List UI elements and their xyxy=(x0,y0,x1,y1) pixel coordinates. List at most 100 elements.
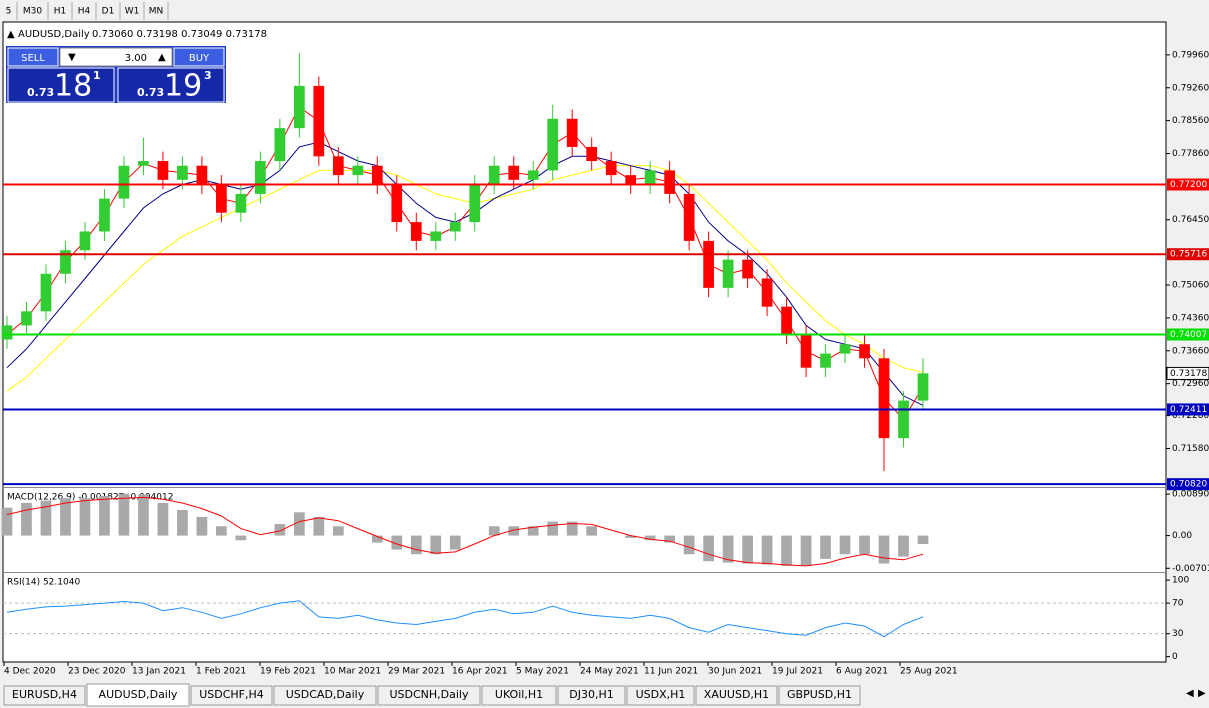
tab[interactable] xyxy=(377,685,481,706)
lots: 3.00 xyxy=(125,53,147,64)
y-tick-label: 0.79260 xyxy=(1172,83,1209,93)
ma-slow xyxy=(6,165,924,392)
macd-signal xyxy=(6,496,924,567)
tab-label[interactable]: GBPUSD,H1 xyxy=(787,688,852,701)
sell-button[interactable] xyxy=(7,47,59,67)
y-tick-label: 0.79960 xyxy=(1172,50,1209,60)
macd-bar xyxy=(761,535,773,565)
date-label: 24 May 2021 xyxy=(580,667,639,677)
sell-digits: 18 xyxy=(54,69,92,104)
level-label: 0.72411 xyxy=(1170,405,1207,415)
macd-bar xyxy=(625,535,637,538)
tab-label[interactable]: DJ30,H1 xyxy=(569,688,613,701)
timeframe-button[interactable]: W1 xyxy=(125,7,140,17)
macd-bar xyxy=(40,500,52,536)
date-label: 19 Jul 2021 xyxy=(772,667,823,677)
tab[interactable] xyxy=(778,685,861,706)
candle-body xyxy=(1,325,13,340)
macd-bar xyxy=(274,523,286,536)
lots-down[interactable]: ▼ xyxy=(68,52,76,63)
level-label: 0.74007 xyxy=(1170,330,1207,340)
candle-body xyxy=(118,165,130,199)
tab[interactable] xyxy=(273,685,377,706)
date-label: 25 Aug 2021 xyxy=(900,667,958,677)
tab-label[interactable]: USDCNH,Daily xyxy=(389,688,469,701)
timeframe-button[interactable]: 5 xyxy=(6,7,12,17)
macd-bar xyxy=(644,535,656,541)
macd-bar xyxy=(313,516,325,536)
macd-label: MACD(12,26,9) -0.001827 -0.004012 xyxy=(7,493,173,503)
timeframe-button[interactable]: D1 xyxy=(102,7,115,17)
sell-label[interactable]: SELL xyxy=(21,53,45,64)
y-tick-label: 0.76450 xyxy=(1172,215,1209,225)
buy-price[interactable] xyxy=(117,67,225,103)
tab-label[interactable]: EURUSD,H4 xyxy=(12,688,77,701)
candle-body xyxy=(644,170,656,185)
lots-input[interactable] xyxy=(59,47,173,67)
level-label-bg xyxy=(1167,328,1209,341)
tab[interactable] xyxy=(557,685,626,706)
candle-body xyxy=(878,358,890,439)
candle-body xyxy=(371,165,383,185)
macd-bar xyxy=(742,535,753,564)
tab[interactable] xyxy=(86,683,190,707)
rsi-tick-label: 70 xyxy=(1172,599,1184,609)
level-label-bg xyxy=(1167,478,1209,491)
macd-bar xyxy=(410,535,422,555)
macd-bar xyxy=(157,502,169,536)
buy-label[interactable]: BUY xyxy=(189,53,210,64)
macd-bar xyxy=(60,498,71,536)
candle-body xyxy=(21,311,32,326)
tab[interactable] xyxy=(481,685,557,706)
macd-bar xyxy=(566,521,578,536)
rsi-tick-label: 100 xyxy=(1172,576,1189,586)
candle-body xyxy=(293,85,305,129)
symbol: AUDUSD,Daily xyxy=(18,29,90,40)
tab-label[interactable]: USDCAD,Daily xyxy=(286,688,365,701)
candle-body xyxy=(138,161,149,166)
tab[interactable] xyxy=(3,685,86,706)
timeframe-button[interactable]: H4 xyxy=(78,7,91,17)
macd-bar xyxy=(898,535,909,557)
tab-label[interactable]: XAUUSD,H1 xyxy=(704,688,769,701)
macd-bar xyxy=(722,535,734,563)
ohlc: 0.73060 0.73198 0.73049 0.73178 xyxy=(92,29,267,40)
tab-scroll-right[interactable]: ▶ xyxy=(1198,688,1206,699)
macd-bar xyxy=(1,507,13,536)
macd-bar xyxy=(177,509,188,536)
timeframe-button[interactable]: MN xyxy=(149,7,164,17)
sell-price[interactable] xyxy=(7,67,115,103)
macd-bar xyxy=(430,535,442,555)
timeframe-button[interactable]: M30 xyxy=(23,7,42,17)
tab-scroll-left[interactable]: ◀ xyxy=(1186,688,1194,699)
macd-bar xyxy=(391,535,403,550)
collapse-icon[interactable]: ▲ xyxy=(7,29,15,40)
y-tick-label: 0.71580 xyxy=(1172,444,1209,454)
macd-bar xyxy=(781,535,792,566)
candle-body xyxy=(820,353,831,368)
timeframe-button[interactable]: H1 xyxy=(54,7,67,17)
sell-big: 0.73 xyxy=(27,86,54,99)
tab[interactable] xyxy=(190,685,273,706)
tab-label[interactable]: USDCHF,H4 xyxy=(199,688,264,701)
candle-body xyxy=(917,373,929,401)
buy-button[interactable] xyxy=(173,47,225,67)
tab[interactable] xyxy=(695,685,778,706)
macd-bar xyxy=(703,535,714,562)
macd-bar xyxy=(800,535,812,566)
candle-body xyxy=(547,118,559,171)
tab-label[interactable]: UKOil,H1 xyxy=(495,688,543,701)
lots-up[interactable]: ▲ xyxy=(158,52,166,63)
tab[interactable] xyxy=(626,685,695,706)
tab-label[interactable]: AUDUSD,Daily xyxy=(99,688,178,701)
macd-bar xyxy=(235,535,247,541)
macd-bar xyxy=(664,535,675,543)
date-label: 29 Mar 2021 xyxy=(388,667,445,677)
candle-body xyxy=(196,165,208,185)
candle-body xyxy=(839,344,851,354)
tab-label[interactable]: USDX,H1 xyxy=(636,688,686,701)
level-label-bg xyxy=(1167,178,1209,191)
candle-body xyxy=(625,175,637,185)
rsi-line xyxy=(6,600,924,638)
